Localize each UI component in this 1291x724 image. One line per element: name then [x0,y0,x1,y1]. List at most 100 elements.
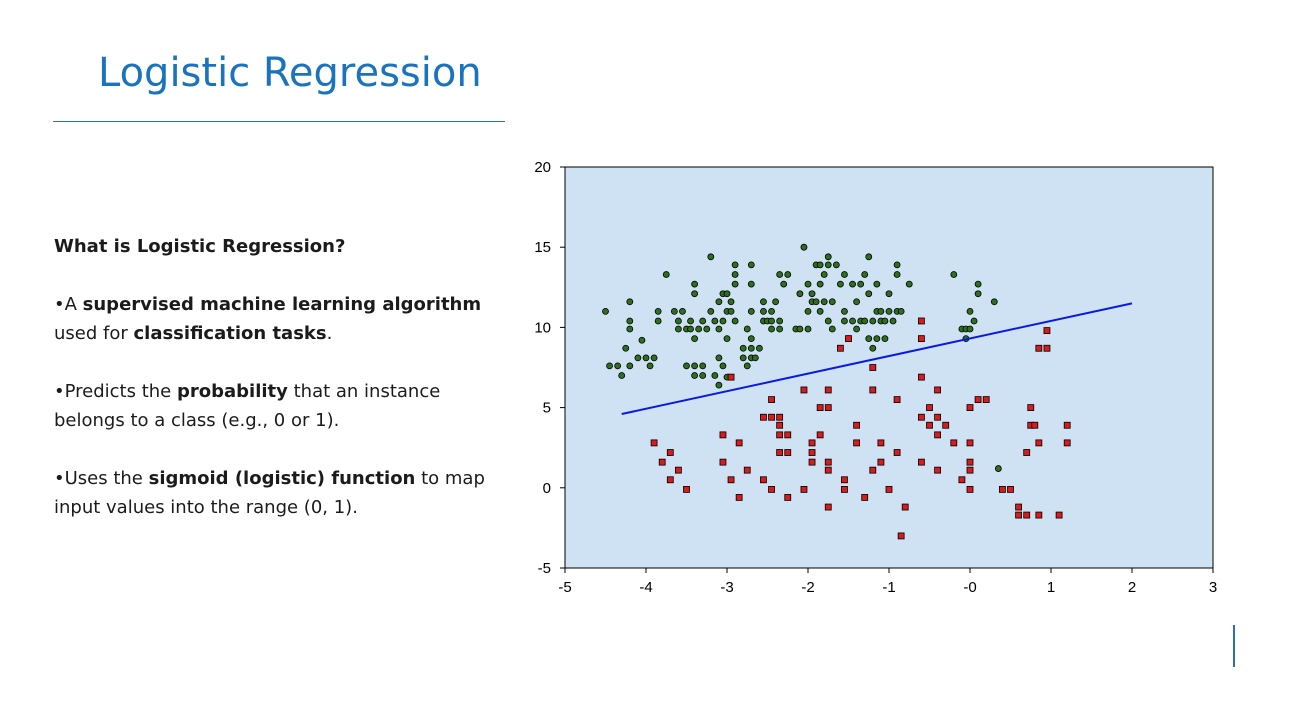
class-0-point [865,290,873,298]
class-1-point [666,476,674,484]
class-0-point [646,362,654,370]
class-0-point [626,298,634,306]
class-0-point [715,354,723,362]
class-0-point [755,344,763,352]
class-0-point [784,271,792,278]
class-1-point [934,466,942,474]
class-0-point [893,271,901,278]
class-0-point [841,271,848,278]
class-0-point [877,307,885,315]
class-1-point [836,344,844,352]
class-0-point [626,317,634,325]
scatter-chart: -5 0 5 10 15 20 -5 -4 -3 -2 -1 -0 1 2 3 [534,159,1217,596]
class-0-point [642,354,650,362]
class-0-point [634,354,642,362]
class-0-point [747,307,755,315]
class-1-point [917,413,925,421]
class-0-point [719,317,727,325]
bullet-1-bold-1: supervised machine learning algorithm [82,294,482,315]
class-0-point [950,271,958,278]
class-1-point [1063,439,1071,447]
class-0-point [905,280,913,288]
class-1-point [650,439,658,447]
class-1-point [768,486,775,493]
class-0-point [747,280,755,288]
class-0-point [776,317,784,325]
class-0-point [893,261,901,269]
class-1-point [966,466,974,474]
class-0-point [824,253,832,261]
class-1-point [800,486,808,493]
class-1-point [735,439,743,447]
class-1-point [1027,404,1035,412]
class-0-point [654,317,662,325]
class-0-point [743,325,751,333]
class-0-point [662,271,670,278]
class-1-point [735,494,743,501]
class-0-point [699,362,707,370]
class-0-point [974,280,982,288]
class-1-point [719,458,727,466]
section-heading: What is Logistic Regression? [54,232,494,261]
class-0-point [966,307,974,315]
class-0-point [602,307,609,315]
class-1-point [768,413,775,421]
class-1-point [966,404,974,412]
bullet-2: •Predicts the probability that an instan… [54,377,494,435]
class-0-point [687,325,694,333]
class-1-point [666,449,674,456]
class-1-point [1035,344,1043,352]
class-1-point [966,439,974,447]
class-0-point [751,354,759,362]
class-1-point [1043,344,1051,352]
class-1-point [926,404,933,412]
class-1-point [727,476,735,484]
class-0-point [691,372,699,379]
class-1-point [893,449,901,456]
class-0-point [853,298,861,306]
class-0-point [695,325,703,333]
class-0-point [723,290,731,298]
class-0-point [861,317,869,325]
class-1-point [917,458,925,466]
y-tick-label: 5 [543,400,551,417]
class-1-point [934,413,942,421]
class-1-point [784,449,792,456]
class-0-point [824,261,832,269]
class-0-point [683,362,690,370]
class-0-point [974,290,982,298]
class-0-point [626,362,634,370]
class-0-point [994,465,1002,472]
class-1-point [998,486,1006,493]
class-1-point [917,373,925,381]
bullet-1-suffix: . [326,323,333,344]
class-0-point [768,307,775,315]
class-1-point [1007,486,1014,493]
class-0-point [828,298,836,306]
class-1-point [845,335,852,343]
heading-text: What is Logistic Regression? [54,236,346,257]
class-1-point [816,431,824,439]
class-1-point [869,466,877,474]
class-0-point [691,362,699,370]
class-0-point [824,317,832,325]
class-0-point [674,325,682,333]
class-1-point [824,466,832,474]
class-1-point [1023,449,1031,456]
class-0-point [743,362,751,370]
class-1-point [1031,421,1039,429]
class-0-point [897,307,905,315]
class-1-point [760,476,767,484]
class-1-point [893,396,901,403]
class-0-point [711,317,719,325]
class-1-point [784,494,792,501]
class-0-point [715,298,723,306]
class-0-point [816,280,824,288]
class-0-point [768,325,775,333]
slide-accent-bar [1233,625,1235,667]
class-1-point [1023,511,1031,519]
class-0-point [796,290,804,298]
class-0-point [768,317,775,325]
class-1-point [917,317,925,325]
class-1-point [808,449,816,456]
